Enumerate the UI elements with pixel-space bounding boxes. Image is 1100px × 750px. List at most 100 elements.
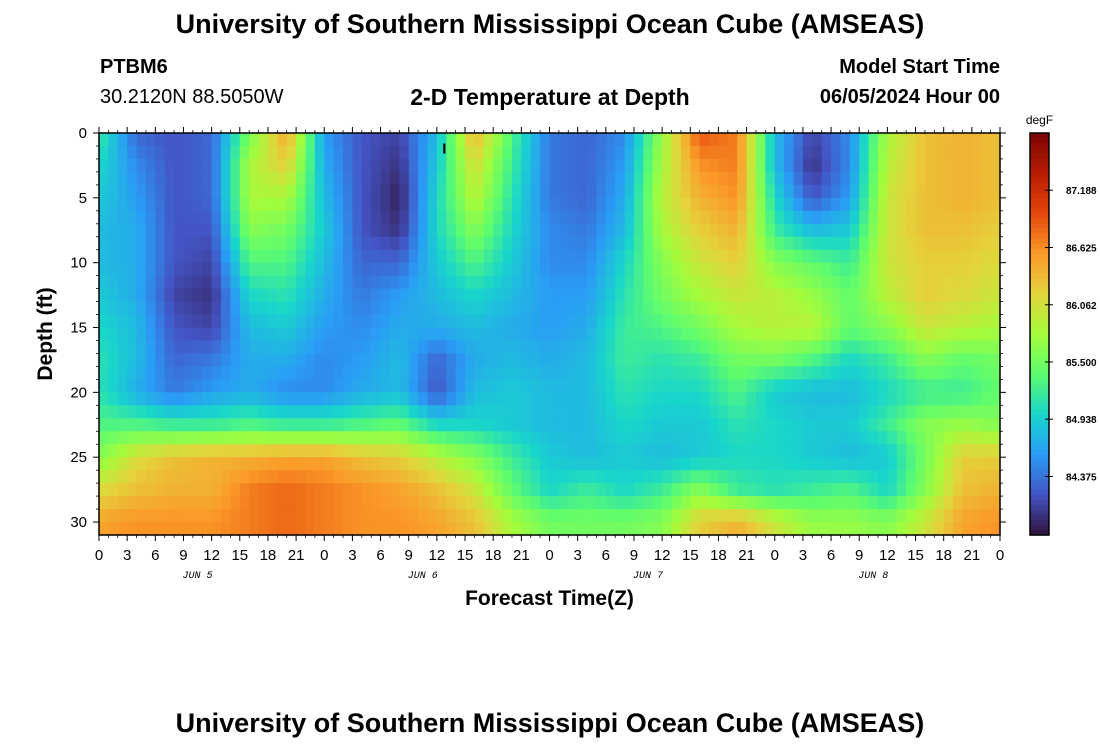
- heatmap-cell: [981, 210, 992, 225]
- heatmap-cell: [296, 262, 307, 277]
- heatmap-cell: [990, 483, 1001, 497]
- heatmap-cell: [934, 210, 945, 225]
- heatmap-cell: [380, 223, 391, 238]
- heatmap-cell: [877, 353, 888, 368]
- heatmap-cell: [540, 379, 551, 393]
- heatmap-cell: [108, 470, 119, 484]
- heatmap-cell: [249, 249, 260, 264]
- heatmap-cell: [643, 210, 654, 225]
- heatmap-cell: [333, 301, 344, 316]
- heatmap-cell: [277, 236, 288, 251]
- heatmap-cell: [483, 418, 494, 432]
- y-tick-label: 0: [79, 125, 87, 142]
- heatmap-cell: [831, 327, 842, 342]
- heatmap-cell: [690, 353, 701, 368]
- heatmap-cell: [446, 392, 457, 406]
- heatmap-cell: [990, 444, 1001, 458]
- heatmap-cell: [981, 509, 992, 523]
- heatmap-cell: [953, 418, 964, 432]
- heatmap-cell: [117, 431, 128, 445]
- heatmap-cell: [643, 522, 654, 536]
- heatmap-cell: [624, 418, 635, 432]
- heatmap-cell: [662, 314, 673, 329]
- heatmap-cell: [924, 522, 935, 536]
- heatmap-cell: [737, 249, 748, 264]
- heatmap-cell: [343, 405, 354, 419]
- heatmap-cell: [511, 236, 522, 251]
- heatmap-cell: [699, 288, 710, 303]
- heatmap-cell: [915, 288, 926, 303]
- heatmap-cell: [962, 171, 973, 186]
- heatmap-cell: [333, 197, 344, 212]
- heatmap-cell: [624, 444, 635, 458]
- heatmap-cell: [643, 223, 654, 238]
- heatmap-cell: [821, 379, 832, 393]
- heatmap-cell: [211, 522, 222, 536]
- heatmap-cell: [915, 483, 926, 497]
- heatmap-cell: [352, 275, 363, 290]
- heatmap-cell: [849, 327, 860, 342]
- heatmap-cell: [971, 457, 982, 471]
- heatmap-cell: [521, 444, 532, 458]
- heatmap-cell: [784, 509, 795, 523]
- heatmap-cell: [399, 418, 410, 432]
- heatmap-cell: [709, 379, 720, 393]
- heatmap-cell: [671, 210, 682, 225]
- heatmap-cell: [418, 470, 429, 484]
- heatmap-cell: [521, 522, 532, 536]
- heatmap-cell: [943, 158, 954, 173]
- heatmap-cell: [399, 470, 410, 484]
- heatmap-cell: [221, 353, 231, 368]
- heatmap-cell: [174, 275, 185, 290]
- heatmap-cell: [511, 223, 522, 238]
- heatmap-cell: [981, 405, 992, 419]
- heatmap-cell: [812, 418, 823, 432]
- heatmap-cell: [314, 496, 325, 510]
- heatmap-cell: [774, 288, 785, 303]
- heatmap-cell: [877, 418, 888, 432]
- heatmap-cell: [455, 483, 466, 497]
- heatmap-cell: [868, 405, 879, 419]
- heatmap-cell: [990, 379, 1001, 393]
- heatmap-cell: [99, 470, 109, 484]
- heatmap-cell: [455, 171, 466, 186]
- heatmap-cell: [643, 431, 654, 445]
- heatmap-cell: [840, 158, 851, 173]
- heatmap-cell: [953, 133, 964, 147]
- heatmap-cell: [680, 145, 691, 160]
- heatmap-cell: [399, 145, 410, 160]
- heatmap-cell: [155, 509, 166, 523]
- heatmap-cell: [934, 431, 945, 445]
- heatmap-cell: [727, 444, 738, 458]
- heatmap-cell: [652, 444, 663, 458]
- heatmap-cell: [577, 418, 588, 432]
- colorbar-segment: [1030, 133, 1049, 139]
- heatmap-cell: [371, 314, 382, 329]
- heatmap-cell: [699, 496, 710, 510]
- heatmap-cell: [774, 405, 785, 419]
- heatmap-cell: [718, 483, 729, 497]
- heatmap-cell: [380, 301, 391, 316]
- heatmap-cell: [333, 249, 344, 264]
- heatmap-cell: [521, 249, 532, 264]
- heatmap-cell: [211, 457, 222, 471]
- heatmap-cell: [399, 444, 410, 458]
- heatmap-cell: [737, 223, 748, 238]
- heatmap-cell: [389, 431, 400, 445]
- heatmap-cell: [577, 483, 588, 497]
- heatmap-cell: [221, 236, 231, 251]
- heatmap-cell: [755, 353, 766, 368]
- heatmap-cell: [174, 366, 185, 380]
- heatmap-cell: [127, 379, 138, 393]
- heatmap-cell: [380, 210, 391, 225]
- heatmap-cell: [361, 457, 372, 471]
- heatmap-cell: [333, 444, 344, 458]
- heatmap-cell: [812, 405, 823, 419]
- heatmap-cell: [483, 145, 494, 160]
- heatmap-cell: [99, 431, 109, 445]
- heatmap-cell: [502, 184, 513, 199]
- heatmap-cell: [784, 431, 795, 445]
- heatmap-cell: [680, 314, 691, 329]
- heatmap-cell: [436, 133, 447, 147]
- heatmap-cell: [352, 314, 363, 329]
